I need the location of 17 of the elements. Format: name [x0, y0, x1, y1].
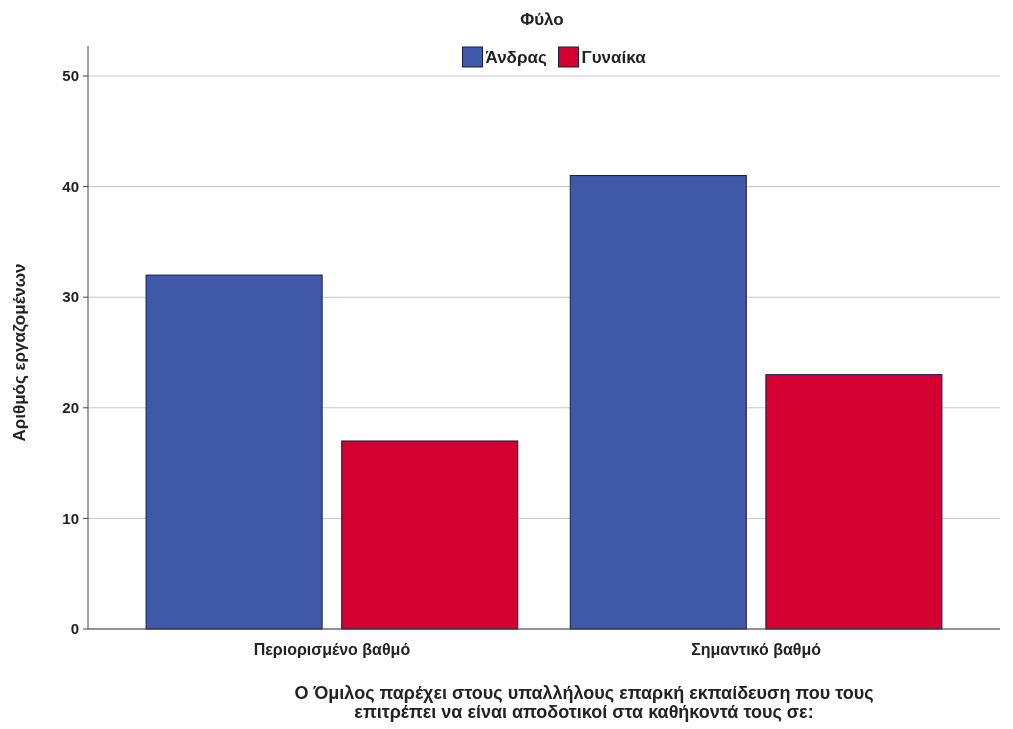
bar [341, 440, 519, 630]
x-tick-label: Περιορισμένο βαθμό [253, 641, 411, 658]
legend-title: Φύλο [520, 10, 564, 29]
y-tick-label: 10 [62, 509, 79, 527]
legend-label: Άνδρας [485, 47, 547, 67]
bar [145, 274, 323, 630]
bar [569, 175, 747, 630]
y-tick-label: 20 [62, 399, 79, 417]
y-tick-label: 30 [62, 288, 79, 306]
x-axis-title: Ο Όμιλος παρέχει στους υπαλλήλους επαρκή εκπαίδευση που τους επιτρέπει να είναι αποδοτικοί στα καθήκοντά τους σε: [294, 683, 874, 722]
bar [765, 374, 943, 630]
y-axis-title: Αριθμός εργαζομένων [10, 263, 29, 442]
y-tick-label: 0 [70, 620, 79, 638]
x-tick-label: Σημαντικό βαθμό [691, 641, 822, 658]
y-tick-label: 40 [62, 177, 79, 195]
legend-label: Γυναίκα [581, 47, 647, 67]
y-tick-label: 50 [62, 67, 79, 85]
